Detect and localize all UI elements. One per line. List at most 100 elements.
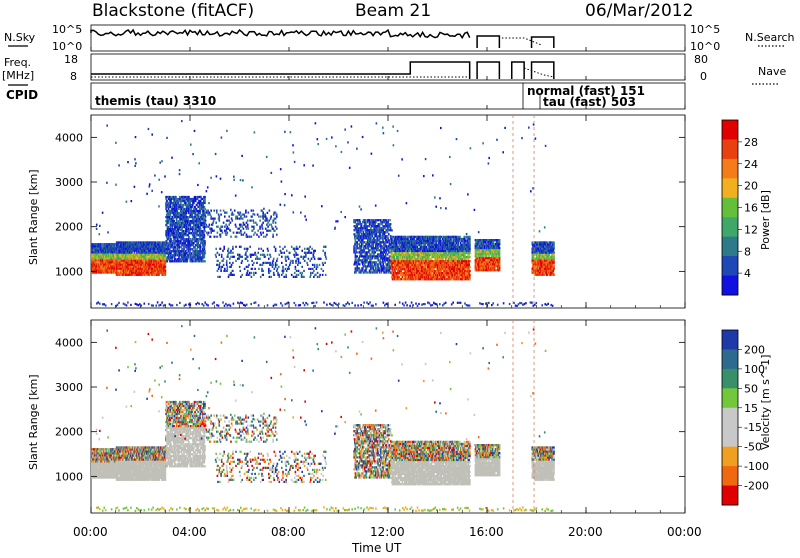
power-cell [170,214,172,216]
power-cell [246,234,248,236]
power-cell [275,266,277,268]
power-cell [204,202,206,204]
power-cell [185,202,187,204]
power-cell [410,270,412,272]
power-cell [198,240,200,242]
power-cell [224,216,226,218]
power-cell [325,274,327,276]
power-cell [298,258,300,260]
power-cell [188,236,190,238]
power-cell [189,214,191,216]
power-cell [176,198,178,200]
power-cell [361,225,363,227]
power-cell [245,210,247,212]
power-cell [275,262,277,264]
power-cell [377,245,379,247]
power-cell [174,232,176,234]
power-cell [369,219,371,221]
power-cell [196,228,198,230]
power-cell [355,249,357,251]
power-cell [97,261,99,263]
power-cell [373,243,375,245]
power-cell [215,222,217,224]
power-cell [271,226,273,228]
power-cell [301,256,303,258]
power-cell [282,266,284,268]
power-cell [311,252,313,254]
power-cell [223,258,225,260]
power-cell [362,259,364,261]
power-cell [204,230,206,232]
power-cell [382,259,384,261]
power-cell [238,258,240,260]
power-cell [379,269,381,271]
nsearch-label: N.Search [745,31,795,44]
power-cell [245,226,247,228]
cpid-label: CPID [6,88,38,102]
power-cell [275,218,277,220]
power-cell [355,239,357,241]
power-cell [226,212,228,214]
power-cell [298,274,300,276]
power-cell [147,256,149,258]
power-cell [178,208,180,210]
power-cell [217,232,219,234]
power-cell [227,268,229,270]
power-cell [270,224,272,226]
power-cell [373,249,375,251]
power-cell [178,202,180,204]
power-cell [379,233,381,235]
power-cell [262,264,264,266]
power-cell [286,270,288,272]
power-cell [244,216,246,218]
power-cell [267,254,269,256]
power-cell [232,270,234,272]
power-cell [395,268,397,270]
power-cell [246,272,248,274]
power-cell [369,239,371,241]
power-cell [180,220,182,222]
power-cell [186,212,188,214]
power-cell [175,258,177,260]
power-cell [196,222,198,224]
power-cell [381,223,383,225]
power-cell [285,264,287,266]
power-cell [277,258,279,260]
power-cell [220,270,222,272]
power-cell [395,254,397,256]
power-cell [118,243,120,245]
power-cell [268,258,270,260]
power-cell [276,214,278,216]
power-cell [217,226,219,228]
power-cell [377,249,379,251]
power-cell [249,274,251,276]
freq-unit: [MHz] [2,69,34,82]
power-cell [358,269,360,271]
power-cell [301,250,303,252]
power-cell [365,245,367,247]
power-cell [166,236,168,238]
power-cell [358,243,360,245]
power-cell [392,252,394,254]
power-cell [199,212,201,214]
power-cell [313,276,315,278]
power-cell [206,224,208,226]
power-cell [199,210,201,212]
power-cell [251,260,253,262]
power-cell [220,214,222,216]
power-cell [272,234,274,236]
power-cell [204,252,206,254]
power-cell [217,276,219,278]
power-cell [168,254,170,256]
power-cell [210,210,212,212]
power-cell [184,242,186,244]
power-cell [258,216,260,218]
power-cell [191,232,193,234]
power-cell [240,270,242,272]
nsky-tick-bottom: 10^0 [52,40,82,53]
power-cell [220,236,222,238]
power-cell [265,228,267,230]
power-cell [288,258,290,260]
power-cell [170,238,172,240]
